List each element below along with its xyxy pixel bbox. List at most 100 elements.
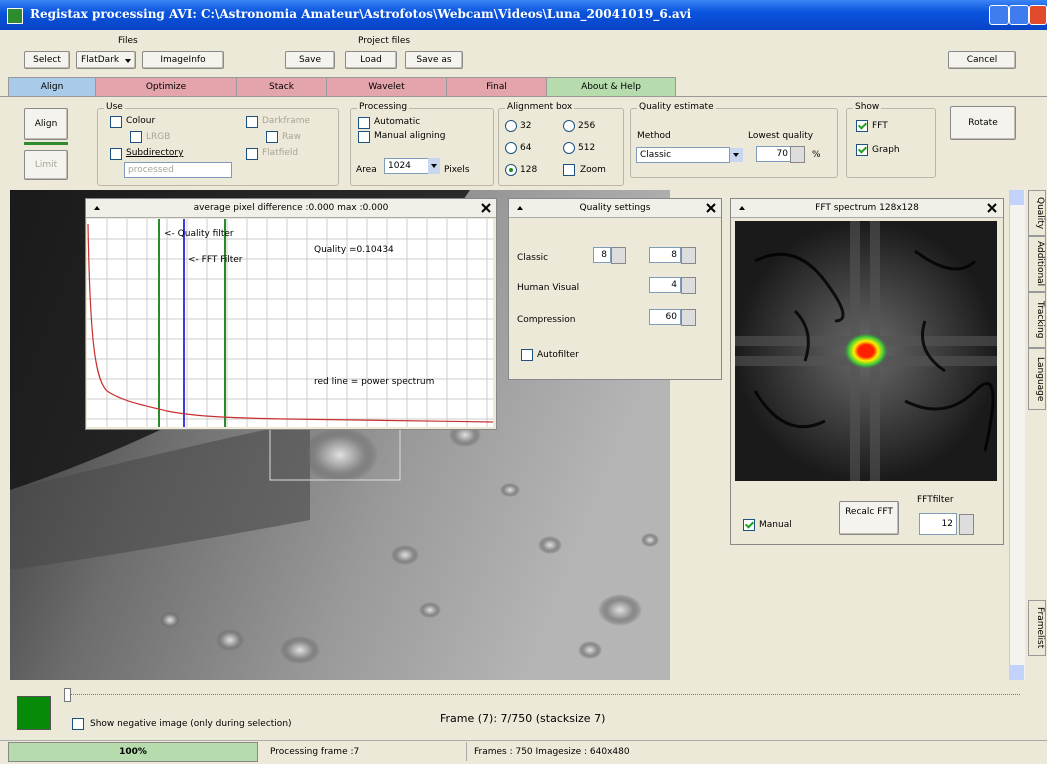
subdirectory-checkbox[interactable] — [110, 148, 122, 160]
close-icon[interactable] — [705, 202, 717, 214]
tab[interactable]: Wavelet — [326, 77, 447, 96]
area-select[interactable]: 1024 — [384, 158, 432, 174]
automatic-label: Automatic — [374, 117, 421, 127]
side-tab[interactable]: Framelist — [1028, 600, 1046, 656]
size-radio[interactable] — [563, 142, 575, 154]
menu-arrow[interactable] — [94, 206, 100, 210]
scrollbar[interactable] — [1009, 190, 1025, 680]
zoom-label: Zoom — [580, 165, 606, 175]
tab[interactable]: Optimize — [95, 77, 237, 96]
cancel-button[interactable]: Cancel — [948, 51, 1016, 69]
graph-checkbox[interactable] — [856, 144, 868, 156]
frames-status: Frames : 750 Imagesize : 640x480 — [474, 747, 630, 757]
lowest-quality-spin[interactable] — [790, 146, 805, 163]
size-radio[interactable] — [505, 142, 517, 154]
power-spectrum-line — [87, 223, 493, 423]
menu-arrow[interactable] — [517, 206, 523, 210]
manual-checkbox[interactable] — [743, 519, 755, 531]
size-label: 32 — [520, 121, 532, 131]
files-label: Files — [118, 36, 138, 46]
size-radio[interactable] — [505, 164, 517, 176]
pixels-label: Pixels — [444, 165, 470, 175]
darkframe-checkbox[interactable] — [246, 116, 258, 128]
minimize[interactable] — [989, 5, 1009, 25]
fft-label: FFT — [872, 121, 888, 131]
flatfield-checkbox[interactable] — [246, 148, 258, 160]
limit-button[interactable]: Limit — [24, 150, 68, 180]
tab[interactable]: Align — [8, 77, 96, 96]
spin[interactable] — [681, 247, 696, 264]
menu-arrow[interactable] — [739, 206, 745, 210]
title-bar — [0, 0, 1047, 30]
lowest-quality-field[interactable]: 70 — [756, 146, 792, 162]
select-button[interactable]: Select — [24, 51, 70, 69]
side-tab[interactable]: Additional — [1028, 236, 1046, 292]
craters — [160, 423, 659, 664]
darkframe-label: Darkframe — [262, 116, 311, 126]
imageinfo-button[interactable]: ImageInfo — [142, 51, 224, 69]
processing-status: Processing frame :7 — [270, 747, 360, 757]
frame-slider-track — [64, 694, 1020, 696]
rotate-button[interactable]: Rotate — [950, 106, 1016, 140]
scroll-up[interactable] — [1009, 190, 1024, 205]
compression-label: Compression — [517, 315, 576, 325]
method-label: Method — [637, 131, 671, 141]
method-select[interactable]: Classic — [636, 147, 730, 163]
tab[interactable]: Stack — [236, 77, 327, 96]
side-tab[interactable]: Language — [1028, 348, 1046, 410]
flatfield-label: Flatfield — [262, 148, 299, 158]
recalc-fft-button[interactable]: Recalc FFT — [839, 501, 899, 535]
save-as-button[interactable]: Save as — [405, 51, 463, 69]
align-button[interactable]: Align — [24, 108, 68, 140]
maximize[interactable] — [1009, 5, 1029, 25]
graph-grid — [87, 219, 493, 427]
human-visual-label: Human Visual — [517, 283, 580, 293]
tab[interactable]: Final — [446, 77, 547, 96]
raw-checkbox[interactable] — [266, 131, 278, 143]
use-label: Use — [104, 102, 125, 112]
compression-field[interactable]: 60 — [649, 309, 681, 325]
folder-field[interactable]: processed — [124, 162, 232, 178]
spin[interactable] — [681, 309, 696, 326]
size-radio[interactable] — [505, 120, 517, 132]
save-button[interactable]: Save — [285, 51, 335, 69]
color-swatch — [17, 696, 51, 730]
autofilter-checkbox[interactable] — [521, 349, 533, 361]
close-icon[interactable] — [480, 202, 492, 214]
side-tab[interactable]: Quality — [1028, 190, 1046, 236]
colour-checkbox[interactable] — [110, 116, 122, 128]
flatdark-button[interactable]: FlatDark — [76, 51, 136, 69]
size-radio[interactable] — [563, 120, 575, 132]
method-dropdown[interactable] — [730, 148, 743, 162]
side-tab[interactable]: Tracking — [1028, 292, 1046, 348]
quality-value: Quality =0.10434 — [314, 245, 394, 255]
fftfilter-label: FFTfilter — [917, 495, 954, 505]
size-label: 128 — [520, 165, 538, 175]
classic-b-field[interactable]: 8 — [649, 247, 681, 263]
frame-slider-thumb[interactable] — [64, 688, 71, 702]
negative-checkbox[interactable] — [72, 718, 84, 730]
human-visual-field[interactable]: 4 — [649, 277, 681, 293]
manual-aligning-checkbox[interactable] — [358, 131, 370, 143]
spin[interactable] — [681, 277, 696, 294]
quality-estimate-label: Quality estimate — [637, 102, 716, 112]
tab[interactable]: About & Help — [546, 77, 676, 96]
spin[interactable] — [611, 247, 626, 264]
area-dropdown[interactable] — [428, 158, 440, 174]
graph-legend: red line = power spectrum — [314, 377, 435, 387]
automatic-checkbox[interactable] — [358, 117, 370, 129]
lrgb-label: LRGB — [146, 132, 171, 142]
close[interactable] — [1029, 5, 1047, 25]
fftfilter-field[interactable]: 12 — [919, 513, 957, 535]
lrgb-checkbox[interactable] — [130, 131, 142, 143]
spin[interactable] — [959, 514, 974, 535]
classic-a-field[interactable]: 8 — [593, 247, 611, 263]
scroll-down[interactable] — [1009, 665, 1024, 680]
fft-checkbox[interactable] — [856, 120, 868, 132]
close-icon[interactable] — [986, 202, 998, 214]
fft-title: FFT spectrum 128x128 — [731, 199, 1003, 218]
project-files-label: Project files — [358, 36, 411, 46]
load-button[interactable]: Load — [345, 51, 397, 69]
tab-panel-border — [0, 96, 1047, 97]
zoom-checkbox[interactable] — [563, 164, 575, 176]
